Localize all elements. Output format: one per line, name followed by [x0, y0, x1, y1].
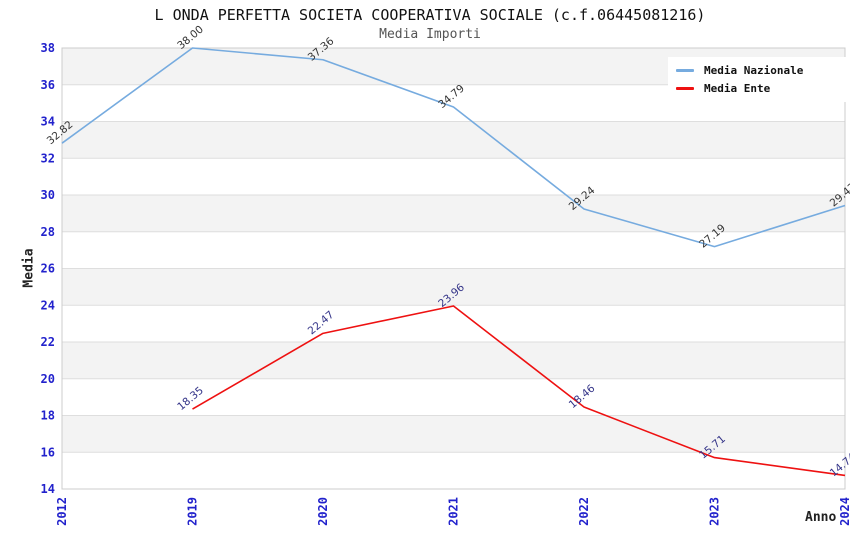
data-label: 18.35 [175, 385, 206, 414]
line-media-ente [192, 305, 846, 477]
chart-title: L ONDA PERFETTA SOCIETA COOPERATIVA SOCI… [154, 6, 706, 24]
line-swatch-ente-icon [676, 87, 694, 90]
legend: Media Nazionale Media Ente [668, 57, 848, 102]
legend-item-media-ente: Media Ente [676, 82, 848, 95]
chart-subtitle: Media Importi [379, 27, 481, 42]
y-tick-label: 26 [41, 262, 55, 276]
x-axis-title: Anno [805, 510, 837, 525]
x-tick-label: 2023 [708, 497, 722, 526]
grid-band [62, 342, 845, 379]
data-label: 14.74 [828, 451, 850, 480]
y-tick-label: 32 [41, 151, 55, 165]
y-tick-label: 30 [41, 188, 55, 202]
grid-band [62, 268, 845, 306]
y-tick-label: 38 [41, 41, 55, 55]
grid-band [62, 195, 845, 232]
data-label: 22.47 [306, 309, 337, 338]
x-tick-label: 2019 [186, 497, 200, 526]
y-tick-label: 16 [41, 445, 55, 459]
y-tick-label: 22 [41, 335, 55, 349]
y-tick-label: 28 [41, 225, 55, 239]
y-tick-label: 36 [41, 78, 55, 92]
plot-border [61, 47, 846, 490]
y-axis-title: Media [21, 248, 37, 288]
x-tick-label: 2021 [447, 497, 461, 526]
grid-band [62, 121, 845, 159]
y-tick-label: 18 [41, 409, 55, 423]
y-tick-label: 24 [41, 298, 55, 312]
legend-label-nazionale: Media Nazionale [704, 64, 804, 77]
x-tick-label: 2024 [838, 497, 850, 526]
x-tick-label: 2012 [55, 497, 69, 526]
y-tick-label: 34 [41, 115, 55, 129]
line-media-nazionale [61, 47, 846, 248]
grid-band [62, 415, 845, 453]
y-tick-label: 20 [41, 372, 55, 386]
legend-label-ente: Media Ente [704, 82, 771, 95]
y-tick-label: 14 [41, 482, 55, 496]
line-swatch-nazionale-icon [676, 69, 694, 72]
x-tick-label: 2022 [577, 497, 591, 526]
legend-item-media-nazionale: Media Nazionale [676, 64, 848, 77]
data-label: 18.46 [567, 382, 598, 411]
x-tick-label: 2020 [316, 497, 330, 526]
